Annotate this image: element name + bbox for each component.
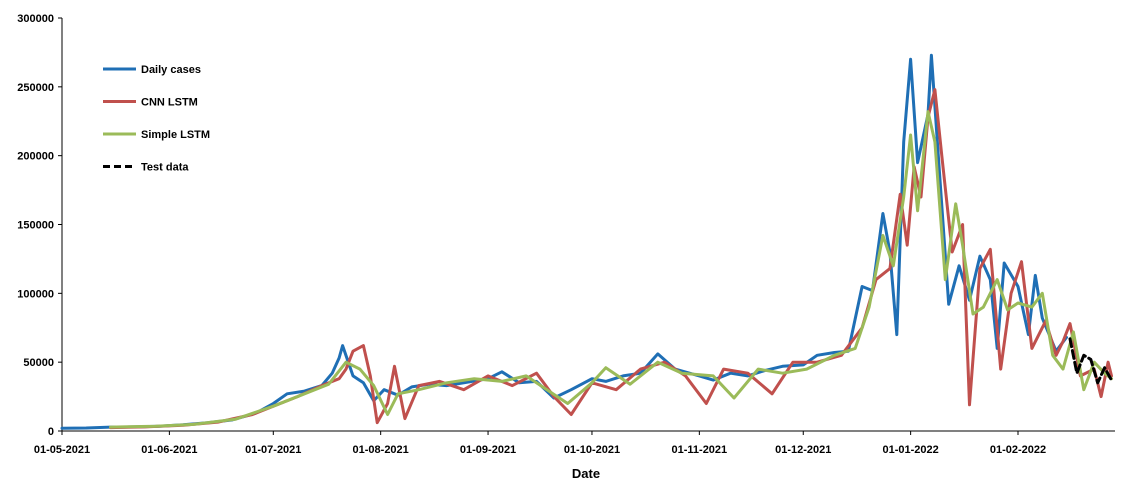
x-tick-label: 01-09-2021 — [460, 444, 516, 456]
x-tick-label: 01-12-2021 — [775, 444, 831, 456]
y-tick-label: 250000 — [17, 82, 54, 94]
legend: Daily cases CNN LSTM Simple LSTM Test data — [103, 64, 210, 174]
series-line-cnn-lstm — [109, 88, 1113, 430]
series-layer — [60, 53, 1113, 430]
x-axis-ticks: 01-05-2021 01-06-2021 01-07-2021 01-08-2021… — [34, 431, 1046, 456]
series-line-daily-cases — [60, 53, 1068, 430]
y-axis-ticks: 0 50000 100000 150000 200000 250000 300000 — [17, 13, 62, 438]
x-tick-label: 01-01-2022 — [882, 444, 938, 456]
x-tick-label: 01-02-2022 — [990, 444, 1046, 456]
legend-label: CNN LSTM — [141, 97, 198, 109]
x-tick-label: 01-10-2021 — [564, 444, 620, 456]
legend-label: Simple LSTM — [141, 129, 210, 141]
x-tick-label: 01-08-2021 — [353, 444, 409, 456]
x-tick-label: 01-05-2021 — [34, 444, 90, 456]
series-line-test-data — [1068, 337, 1113, 385]
series-line-simple-lstm — [109, 110, 1113, 429]
x-tick-label: 01-06-2021 — [141, 444, 197, 456]
y-tick-label: 100000 — [17, 288, 54, 300]
x-tick-label: 01-07-2021 — [245, 444, 301, 456]
plot-area — [61, 18, 1115, 432]
y-tick-label: 150000 — [17, 220, 54, 232]
y-tick-label: 300000 — [17, 13, 54, 25]
y-tick-label: 50000 — [23, 357, 54, 369]
legend-label: Daily cases — [141, 64, 201, 76]
legend-label: Test data — [141, 162, 189, 174]
y-tick-label: 0 — [48, 426, 54, 438]
y-tick-label: 200000 — [17, 151, 54, 163]
x-tick-label: 01-11-2021 — [672, 444, 728, 456]
x-axis-title: Date — [572, 466, 600, 481]
